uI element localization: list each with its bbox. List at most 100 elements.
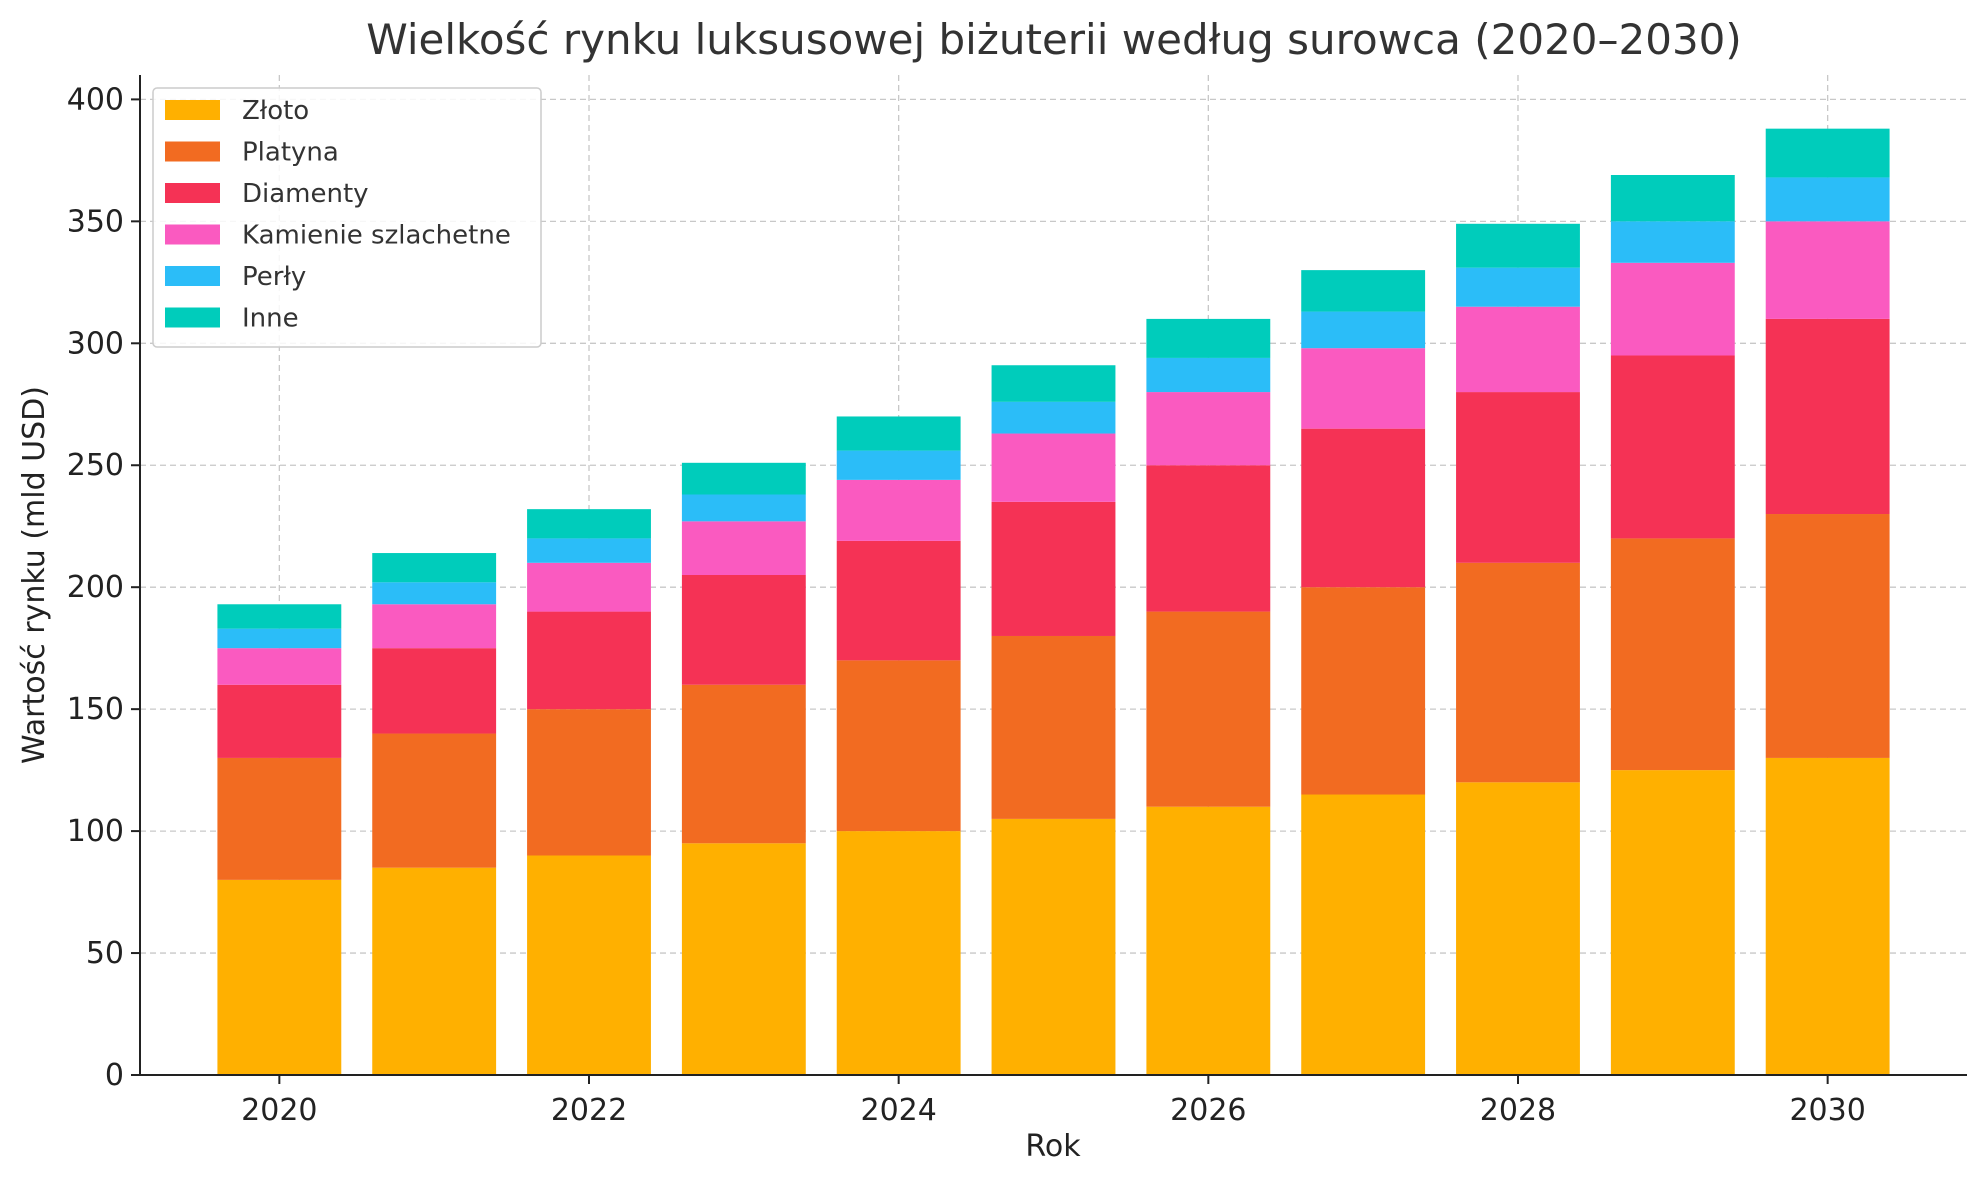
legend-swatch-1 (165, 141, 220, 162)
bar-2020-series-5 (217, 604, 342, 629)
x-ticks: 2020 2022 2024 2026 2028 2030 (241, 1075, 1866, 1128)
legend-swatch-2 (165, 183, 220, 203)
bar-2026-series-4 (1146, 357, 1271, 393)
x-tick-label-2022: 2022 (551, 1093, 627, 1128)
bar-2029-series-2 (1610, 355, 1735, 539)
bar-2027-series-5 (1301, 270, 1426, 312)
bar-2020-series-3 (217, 648, 342, 685)
bar-2028-series-4 (1456, 267, 1580, 307)
bar-2022-series-3 (527, 562, 651, 612)
chart-title: Wielkość rynku luksusowej biżuterii wedł… (366, 15, 1742, 64)
y-tick-label-0: 0 (105, 1058, 124, 1093)
bar-2029-series-1 (1610, 538, 1735, 771)
bar-2023-series-3 (681, 521, 806, 575)
bar-2028-series-2 (1456, 392, 1580, 563)
y-tick-label-150: 150 (67, 692, 124, 727)
legend-label-1: Platyna (242, 138, 339, 168)
y-ticks: 0 50 100 150 200 250 300 350 400 (67, 82, 140, 1093)
x-tick-label-2028: 2028 (1480, 1093, 1556, 1128)
bar-2022-series-4 (527, 538, 651, 563)
legend-label-0: Złoto (242, 96, 309, 126)
bar-2026-series-3 (1146, 392, 1271, 466)
bar-2022-series-5 (527, 509, 651, 539)
bar-2023-series-4 (681, 494, 806, 522)
bar-2026-series-1 (1146, 611, 1271, 807)
bar-2022-series-1 (527, 709, 651, 856)
bar-2027-series-2 (1301, 428, 1426, 588)
bar-2025-series-4 (991, 401, 1116, 434)
bar-2027-series-4 (1301, 311, 1426, 349)
y-tick-label-100: 100 (67, 814, 124, 849)
bar-2024-series-2 (836, 540, 961, 661)
bar-2024-series-4 (836, 450, 961, 480)
y-tick-label-50: 50 (86, 936, 124, 971)
legend-label-3: Kamienie szlachetne (242, 221, 511, 251)
bar-2030-series-4 (1765, 177, 1890, 222)
bar-2021-series-4 (372, 582, 497, 605)
bar-2029-series-0 (1610, 770, 1735, 1075)
bar-2027-series-1 (1301, 587, 1426, 795)
bar-2023-series-5 (681, 462, 806, 495)
bar-2024-series-5 (836, 416, 961, 451)
axes (139, 75, 1967, 1076)
bar-2024-series-0 (836, 831, 961, 1075)
bar-2020-series-2 (217, 684, 342, 758)
bar-2024-series-1 (836, 660, 961, 832)
bar-2030-series-0 (1765, 757, 1890, 1075)
legend-label-5: Inne (242, 304, 299, 334)
bars (217, 128, 1890, 1075)
x-axis-label: Rok (1025, 1129, 1081, 1164)
bar-2030-series-5 (1765, 128, 1890, 178)
bar-2025-series-1 (991, 635, 1116, 819)
bar-2027-series-3 (1301, 348, 1426, 429)
bar-2028-series-0 (1456, 782, 1580, 1075)
bar-2029-series-5 (1610, 175, 1735, 222)
legend: Złoto Platyna Diamenty Kamienie szlachetne P… (152, 87, 542, 348)
bar-2025-series-3 (991, 433, 1116, 502)
bar-2025-series-5 (991, 365, 1116, 402)
bar-2028-series-5 (1456, 223, 1580, 268)
y-tick-label-200: 200 (67, 570, 124, 605)
bar-2020-series-4 (217, 628, 342, 649)
x-tick-label-2024: 2024 (860, 1093, 936, 1128)
bar-2026-series-2 (1146, 465, 1271, 612)
y-tick-label-400: 400 (67, 82, 124, 117)
y-tick-label-250: 250 (67, 448, 124, 483)
legend-swatch-4 (165, 266, 220, 286)
bar-2023-series-1 (681, 684, 806, 844)
y-tick-label-300: 300 (67, 326, 124, 361)
x-tick-label-2020: 2020 (241, 1093, 317, 1128)
y-tick-label-350: 350 (67, 204, 124, 239)
bar-2026-series-0 (1146, 806, 1271, 1075)
legend-swatch-3 (165, 224, 220, 245)
bar-2029-series-3 (1610, 262, 1735, 356)
bar-2021-series-1 (372, 733, 497, 868)
bar-2023-series-2 (681, 575, 806, 685)
bar-2026-series-5 (1146, 318, 1271, 358)
bar-2020-series-1 (217, 757, 342, 880)
legend-label-4: Perły (242, 262, 306, 292)
y-axis-label: Wartość rynku (mld USD) (17, 386, 52, 764)
bar-2028-series-3 (1456, 306, 1580, 393)
bar-2021-series-2 (372, 648, 497, 734)
bar-2030-series-2 (1765, 318, 1890, 515)
bar-2025-series-2 (991, 501, 1116, 636)
bar-2024-series-3 (836, 479, 961, 541)
legend-swatch-0 (165, 100, 220, 120)
legend-box (152, 87, 542, 348)
bar-2030-series-3 (1765, 221, 1890, 319)
bar-2022-series-0 (527, 855, 651, 1075)
bar-2023-series-0 (681, 843, 806, 1075)
bar-2027-series-0 (1301, 794, 1426, 1075)
bar-2021-series-0 (372, 867, 497, 1075)
x-tick-label-2030: 2030 (1789, 1093, 1865, 1128)
x-tick-label-2026: 2026 (1170, 1093, 1246, 1128)
bar-2029-series-4 (1610, 221, 1735, 263)
bar-2021-series-5 (372, 553, 497, 583)
bar-2021-series-3 (372, 604, 497, 649)
legend-swatch-5 (165, 307, 220, 328)
bar-2030-series-1 (1765, 514, 1890, 758)
bar-2028-series-1 (1456, 562, 1580, 783)
bar-2022-series-2 (527, 611, 651, 710)
